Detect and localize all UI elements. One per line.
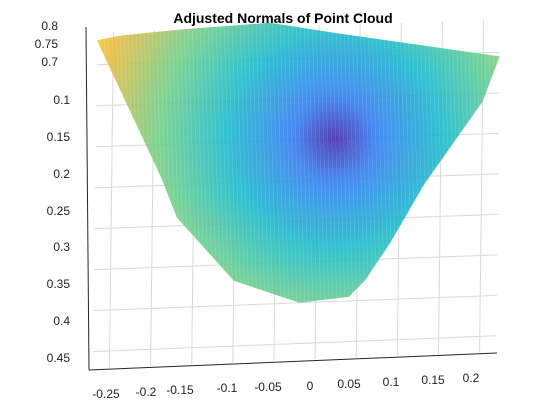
normal-vector-line	[267, 22, 279, 303]
normal-vector-line	[279, 22, 291, 303]
y-tick-label-7: 0.45	[47, 351, 71, 365]
normal-vector-line	[275, 22, 287, 303]
x-tick-label-4: -0.05	[254, 380, 282, 394]
y-tick-label-4: 0.3	[53, 240, 70, 254]
z-tick-label-0: 0.7	[41, 55, 58, 69]
axes-layer	[85, 26, 498, 371]
normal-vector-line	[319, 22, 331, 303]
x-tick-label-5: 0	[307, 379, 314, 393]
normal-vector-line	[315, 22, 327, 303]
x-tick-label-7: 0.1	[383, 375, 400, 389]
y-tick-label-6: 0.4	[53, 314, 70, 328]
normal-vector-line	[251, 22, 263, 303]
x-tick-label-3: -0.1	[217, 381, 238, 395]
normal-vector-line	[347, 22, 359, 303]
y-tick-label-3: 0.25	[47, 204, 71, 218]
normal-vector-line	[335, 22, 347, 303]
tick-labels: -0.25 -0.2 -0.15 -0.1 -0.05 0 0.05 0.1 0.15 0.2 0.…	[35, 19, 480, 401]
y-gridline-7	[93, 335, 497, 353]
normal-vector-line	[307, 22, 319, 303]
normal-vector-line	[283, 22, 295, 303]
point-cloud-area	[96, 22, 500, 303]
normal-vector-line	[243, 22, 255, 303]
x-tick-label-9: 0.2	[463, 371, 480, 385]
normal-vector-line	[287, 22, 299, 303]
z-tick-label-2: 0.8	[41, 19, 58, 33]
normal-vector-line	[291, 22, 303, 303]
x-tick-label-6: 0.05	[337, 377, 361, 391]
y-axis-line	[85, 26, 90, 371]
normal-vector-line	[311, 22, 323, 303]
z-tick-label-1: 0.75	[35, 37, 59, 51]
x-tick-label-2: -0.15	[166, 383, 194, 397]
normal-vector-line	[299, 22, 311, 303]
x-tick-label-8: 0.15	[421, 373, 445, 387]
y-tick-label-0: 0.1	[53, 93, 70, 107]
normal-vector-line	[327, 22, 339, 303]
y-tick-label-1: 0.15	[47, 130, 71, 144]
normal-vector-line	[259, 22, 271, 303]
x-tick-label-1: -0.2	[136, 385, 157, 399]
chart-title: Adjusted Normals of Point Cloud	[173, 10, 392, 26]
x-tick-label-0: -0.25	[92, 387, 120, 401]
y-gridline-6	[93, 294, 497, 312]
normal-vector-line	[331, 22, 343, 303]
normal-vector-line	[343, 22, 355, 303]
normal-vector-line	[255, 22, 267, 303]
normal-vector-line	[303, 22, 315, 303]
x-axis-line	[88, 352, 498, 371]
normal-vector-line	[263, 22, 275, 303]
x-gridline-0	[108, 31, 114, 368]
normal-vector-line	[247, 22, 259, 303]
normal-vector-line	[323, 22, 335, 303]
normal-vector-line	[271, 22, 283, 303]
y-tick-label-2: 0.2	[53, 167, 70, 181]
y-tick-label-5: 0.35	[47, 277, 71, 291]
normal-vector-line	[339, 22, 351, 303]
normal-vector-line	[295, 22, 307, 303]
